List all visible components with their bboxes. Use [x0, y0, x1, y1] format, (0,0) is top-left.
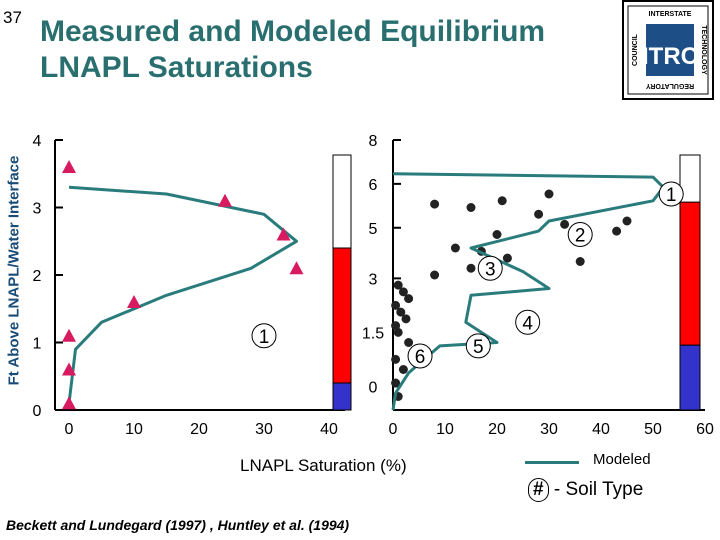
right-measured-point [404, 294, 414, 304]
left-x-tick-label: 10 [125, 421, 143, 438]
left-measured-point [62, 160, 76, 173]
right-measured-point [430, 270, 440, 280]
left-profile-water-zone [332, 382, 352, 411]
citation: Beckett and Lundegard (1997) , Huntley e… [6, 517, 350, 533]
left-x-tick-label: 40 [320, 421, 338, 438]
right-measured-point [534, 209, 544, 219]
right-y-tick-label: 6 [369, 177, 378, 194]
right-measured-point [430, 199, 440, 209]
left-measured-point [62, 396, 76, 410]
right-soil-type-marker [567, 222, 593, 247]
itrc-logo: ITRC INTERSTATE TECHNOLOGY REGULATORY CO… [622, 0, 714, 100]
right-measured-point [404, 338, 414, 347]
legend-soil-type: # - Soil Type [528, 478, 643, 502]
right-profile-lnapl-zone [679, 201, 701, 346]
left-measured-point [127, 295, 141, 308]
logo-regulatory: REGULATORY [646, 82, 694, 89]
right-measured-point [393, 327, 403, 337]
right-measured-point [398, 287, 408, 297]
left-x-tick-label: 30 [255, 421, 273, 438]
left-x-tick-label: 0 [65, 421, 74, 438]
left-profile-lnapl-zone [332, 247, 352, 384]
right-measured-point [466, 263, 476, 273]
right-measured-point [450, 243, 460, 253]
left-measured-point [218, 193, 232, 207]
right-y-tick-label: 0 [369, 379, 378, 396]
left-modeled-curve [67, 185, 298, 404]
left-measured-point [62, 362, 76, 376]
right-measured-point [398, 365, 408, 374]
logo-technology: TECHNOLOGY [700, 25, 707, 75]
x-axis-label: LNAPL Saturation (%) [240, 456, 407, 475]
right-measured-point [401, 314, 411, 324]
right-y-tick-label: 1.5 [362, 325, 384, 342]
right-measured-point [560, 219, 570, 229]
right-profile-water-zone [679, 344, 701, 411]
right-soil-type-marker [477, 255, 503, 281]
right-soil-type-label: 3 [485, 259, 496, 280]
slide-number: 37 [3, 8, 22, 27]
left-measured-point [62, 328, 76, 342]
right-y-tick-label: 5 [369, 221, 378, 238]
left-measured-point [289, 261, 304, 275]
right-measured-point [466, 203, 476, 212]
title-line-1: Measured and Modeled Equilibrium [40, 15, 546, 48]
right-x-tick-label: 10 [436, 421, 454, 438]
right-soil-type-marker [407, 343, 433, 369]
right-measured-point [492, 230, 502, 239]
logo-interstate: INTERSTATE [649, 11, 692, 18]
right-soil-type-marker [658, 181, 684, 207]
right-modeled-curve [391, 172, 665, 411]
right-measured-point [612, 226, 622, 236]
right-soil-type-marker [465, 333, 491, 359]
left-x-tick-label: 20 [190, 421, 208, 438]
right-soil-type-label: 1 [666, 185, 677, 206]
right-x-tick-label: 20 [488, 421, 506, 438]
right-y-tick-label: 8 [369, 133, 378, 150]
right-y-tick-label: 3 [369, 271, 378, 288]
title-line-2: LNAPL Saturations [40, 51, 313, 84]
legend-modeled-line [525, 461, 579, 464]
right-measured-point [393, 280, 403, 290]
left-y-tick-label: 4 [33, 133, 42, 150]
logo-council: COUNCIL [632, 33, 639, 66]
logo-mark: ITRC [642, 43, 698, 70]
right-measured-point [575, 257, 585, 266]
left-measured-point [276, 227, 291, 241]
right-measured-point [391, 321, 401, 331]
left-soil-type-label: 1 [259, 327, 270, 348]
slide-title: Measured and Modeled Equilibrium LNAPL S… [40, 14, 600, 86]
right-x-tick-label: 60 [696, 421, 714, 438]
right-x-tick-label: 0 [389, 421, 398, 438]
right-soil-type-label: 5 [473, 337, 484, 358]
right-soil-type-label: 2 [575, 226, 586, 247]
left-y-tick-label: 2 [33, 268, 42, 285]
right-x-tick-label: 50 [644, 421, 662, 438]
left-y-tick-label: 1 [33, 336, 42, 353]
right-measured-point [391, 354, 401, 364]
right-soil-type-label: 6 [415, 347, 426, 368]
left-y-tick-label: 3 [33, 201, 42, 218]
legend-modeled-label: Modeled [593, 451, 651, 468]
right-soil-type-label: 4 [522, 313, 533, 334]
right-measured-point [391, 378, 401, 388]
right-x-tick-label: 30 [540, 421, 558, 438]
legend-soil-hash: # [528, 478, 549, 502]
right-measured-point [391, 300, 401, 310]
left-y-tick-label: 0 [33, 403, 42, 420]
right-measured-point [622, 216, 632, 226]
right-soil-type-marker [515, 309, 541, 335]
left-soil-type-marker [251, 323, 277, 349]
right-measured-point [497, 196, 507, 206]
right-measured-point [502, 253, 512, 263]
right-measured-point [544, 189, 554, 199]
right-x-tick-label: 40 [592, 421, 610, 438]
legend-soil-label: - Soil Type [548, 479, 644, 500]
right-measured-point [396, 307, 406, 317]
